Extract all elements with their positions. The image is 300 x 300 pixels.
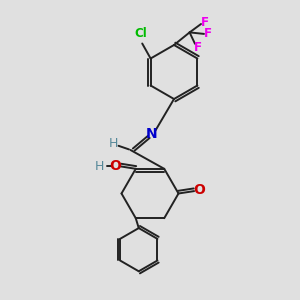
Text: F: F xyxy=(201,16,208,29)
Text: F: F xyxy=(194,41,202,54)
Text: O: O xyxy=(194,184,206,197)
Text: Cl: Cl xyxy=(134,27,147,40)
Text: N: N xyxy=(146,127,157,140)
Text: F: F xyxy=(204,27,212,40)
Text: O: O xyxy=(110,159,121,173)
Text: H: H xyxy=(95,160,104,173)
Text: H: H xyxy=(109,136,118,150)
